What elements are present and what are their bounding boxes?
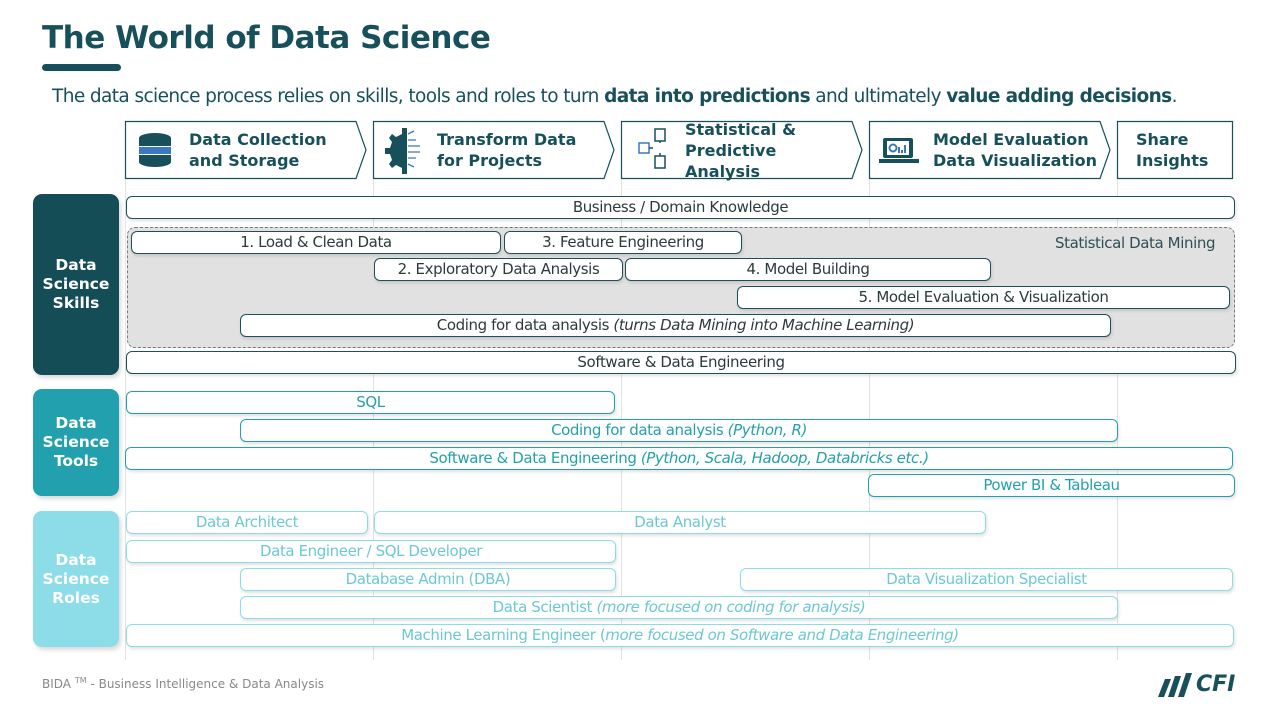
bar-note: (Python, Scala, Hadoop, Databricks etc.) (640, 449, 929, 467)
role-data-analyst: Data Analyst (374, 511, 986, 534)
footer-text: BIDA (42, 677, 75, 691)
bar-text: Machine Learning Engineer ( (401, 626, 606, 644)
stage-label-line: Predictive (685, 141, 777, 160)
tool-software-engineering: Software & Data Engineering (Python, Sca… (125, 447, 1233, 470)
category-roles: Data Science Roles (33, 511, 119, 647)
category-line: Science (42, 275, 110, 293)
stage-label-line: for Projects (437, 151, 543, 170)
category-line: Data (55, 550, 97, 569)
stage-chevron (372, 120, 615, 180)
role-ml-engineer: Machine Learning Engineer (more focused … (126, 624, 1234, 647)
stage-label-line: Model Evaluation (933, 130, 1089, 149)
stage-chevron (1116, 120, 1234, 180)
category-line: Science (42, 569, 110, 588)
column-divider (125, 180, 126, 660)
skill-load-clean: 1. Load & Clean Data (131, 231, 501, 254)
bar-note: (Python, R) (727, 421, 808, 439)
subtitle-bold: data into predictions (604, 86, 811, 107)
stage-chevron (124, 120, 367, 180)
skill-business-knowledge: Business / Domain Knowledge (126, 196, 1235, 219)
gear-circuit-icon (385, 128, 420, 174)
stage-label-line: and Storage (189, 151, 300, 170)
database-icon (139, 133, 171, 167)
category-line: Data (55, 256, 97, 274)
trademark: TM (74, 676, 87, 685)
subtitle: The data science process relies on skill… (52, 86, 1177, 107)
role-dba: Database Admin (DBA) (240, 568, 616, 591)
stage-label-line: Data Visualization (933, 151, 1097, 170)
column-divider (1117, 180, 1118, 660)
footer: BIDA TM - Business Intelligence & Data A… (42, 676, 324, 691)
bar-note: (turns Data Mining into Machine Learning… (613, 316, 915, 334)
category-line: Data (55, 414, 97, 432)
bar-text: Software & Data Engineering (429, 449, 641, 467)
skill-coding: Coding for data analysis (turns Data Min… (240, 314, 1111, 337)
stage-label-line: Data Collection (189, 130, 327, 149)
cfi-logo-mark-icon (1158, 672, 1192, 697)
subtitle-text: The data science process relies on skill… (52, 86, 605, 107)
stage-chevron (868, 120, 1111, 180)
tool-coding: Coding for data analysis (Python, R) (240, 419, 1118, 442)
tool-sql: SQL (126, 391, 615, 414)
tool-powerbi-tableau: Power BI & Tableau (868, 474, 1235, 497)
subtitle-text: . (1171, 86, 1178, 107)
stage-label: Model Evaluation Data Visualization (933, 129, 1097, 171)
category-line: Skills (52, 294, 100, 312)
bar-note: (more focused on coding for analysis) (596, 598, 866, 616)
skill-software-engineering: Software & Data Engineering (126, 351, 1236, 374)
stage-label: Share Insights (1136, 129, 1208, 171)
skill-model-building: 4. Model Building (625, 258, 991, 281)
stage-label: Transform Data for Projects (437, 129, 576, 171)
role-data-viz-specialist: Data Visualization Specialist (740, 568, 1233, 591)
bar-text: Coding for data analysis (436, 316, 614, 334)
bar-text: Coding for data analysis (551, 421, 728, 439)
stage-label: Data Collection and Storage (189, 129, 327, 171)
subtitle-bold: value adding decisions (946, 86, 1172, 107)
stage-label-line: Insights (1136, 151, 1209, 170)
mining-label: Statistical Data Mining (1055, 234, 1216, 252)
stage-chevron (620, 120, 863, 180)
category-line: Tools (53, 452, 99, 470)
process-chevrons (124, 120, 1234, 180)
subtitle-text: and ultimately (810, 86, 947, 107)
role-data-architect: Data Architect (126, 511, 368, 534)
role-data-engineer: Data Engineer / SQL Developer (126, 540, 616, 563)
cfi-logo: CFI (1158, 672, 1235, 697)
skill-eda: 2. Exploratory Data Analysis (374, 258, 623, 281)
role-data-scientist: Data Scientist (more focused on coding f… (240, 596, 1118, 619)
laptop-chart-icon (879, 138, 919, 163)
skill-model-evaluation: 5. Model Evaluation & Visualization (737, 286, 1230, 309)
bar-text: Data Scientist (492, 598, 597, 616)
cfi-logo-text: CFI (1196, 672, 1236, 697)
stage-label-line: Statistical & (685, 120, 797, 139)
category-line: Science (42, 433, 110, 451)
category-skills: Data Science Skills (33, 194, 119, 375)
category-tools: Data Science Tools (33, 389, 119, 496)
stage-label-line: Analysis (685, 162, 761, 181)
category-line: Roles (52, 588, 100, 607)
page-title: The World of Data Science (42, 20, 491, 56)
table-hierarchy-icon (638, 128, 666, 169)
bar-note: more focused on Software and Data Engine… (605, 626, 959, 644)
stage-label: Statistical & Predictive Analysis (685, 119, 796, 182)
footer-text: - Business Intelligence & Data Analysis (86, 677, 325, 691)
stage-label-line: Transform Data (437, 130, 577, 149)
title-underline (42, 64, 121, 71)
stage-label-line: Share (1136, 130, 1189, 149)
skill-feature-engineering: 3. Feature Engineering (504, 231, 742, 254)
